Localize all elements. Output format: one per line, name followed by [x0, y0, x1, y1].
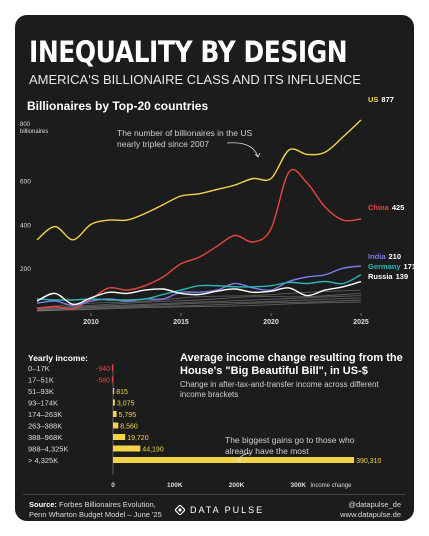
page-subtitle: AMERICA'S BILLIONAIRE CLASS AND ITS INFL… — [29, 72, 361, 87]
bar-category-label: 51–93K — [28, 387, 54, 396]
bar-chart-title: Average income change resulting from the… — [180, 352, 403, 377]
series-line-other — [36, 299, 362, 312]
series-label-india: India 210 — [368, 252, 401, 261]
series-line-other — [36, 289, 362, 309]
series-label-germany: Germany 171 — [368, 262, 414, 271]
series-label-china: China 425 — [368, 203, 404, 212]
income-bar — [111, 365, 113, 371]
annotation-arrow — [226, 142, 259, 158]
series-line-other — [36, 295, 362, 311]
bar-value-label: 5,795 — [119, 412, 137, 419]
infographic-card: INEQUALITY BY DESIGN AMERICA'S BILLIONAI… — [15, 15, 414, 521]
page-title: INEQUALITY BY DESIGN — [29, 35, 348, 69]
line-x-tick-label: 2020 — [263, 319, 279, 326]
footer-contact: @datapulse_de www.datapulse.de — [340, 500, 401, 520]
income-bar — [113, 457, 355, 463]
bar-category-label: 174–263K — [28, 410, 62, 419]
bar-category-label: > 4,325K — [28, 456, 58, 465]
bar-category-label: 988–4,325K — [28, 445, 68, 454]
line-chart-y-unit: 800 billionaires — [20, 122, 48, 136]
bar-value-label: 3,075 — [117, 401, 135, 408]
series-line-other — [36, 297, 362, 311]
social-handle[interactable]: @datapulse_de — [348, 500, 401, 509]
series-line-us — [36, 119, 362, 241]
pulse-icon — [175, 505, 185, 515]
us-growth-annotation: The number of billionaires in the US nea… — [117, 128, 253, 149]
bar-category-label: 93–174K — [28, 399, 58, 408]
income-bar — [113, 411, 117, 417]
bar-value-label: -580 — [96, 378, 110, 385]
income-bar — [113, 388, 115, 394]
bar-x-tick-label: 200K — [229, 482, 245, 489]
line-chart-title: Billionaires by Top-20 countries — [27, 99, 209, 113]
bar-annotation-arrow — [238, 452, 251, 462]
line-x-tick-label: 2015 — [173, 319, 189, 326]
series-line-russia — [36, 280, 362, 306]
line-x-tick-label: 2025 — [353, 319, 369, 326]
series-line-other — [36, 301, 362, 312]
series-line-india — [36, 265, 362, 307]
series-end-value-russia: 139 — [396, 272, 409, 281]
series-label-russia: Russia 139 — [368, 272, 408, 281]
bar-category-label: 0–17K — [28, 364, 50, 373]
series-label-us: US 877 — [368, 95, 394, 104]
source-label: Source: — [29, 500, 57, 509]
bar-value-label: 8,560 — [120, 424, 138, 431]
line-chart-y-top-tick: 800 — [20, 122, 31, 128]
source-line-1: Forbes Billionaires Evolution, — [59, 500, 156, 509]
bar-value-label: 815 — [116, 389, 128, 396]
bar-category-label: 17–51K — [28, 376, 54, 385]
bar-category-label: 388–968K — [28, 433, 62, 442]
line-y-tick-label: 600 — [20, 179, 31, 186]
bar-value-label: 390,310 — [356, 458, 381, 465]
series-end-value-india: 210 — [389, 252, 402, 261]
line-y-tick-label: 200 — [20, 266, 31, 273]
line-y-tick-label: 400 — [20, 222, 31, 229]
bar-value-label: -940 — [96, 366, 110, 373]
bar-value-label: 19,720 — [127, 435, 149, 442]
bar-xlabel: Income change — [310, 483, 352, 489]
bar-category-label: 263–388K — [28, 422, 62, 431]
series-end-value-us: 877 — [381, 95, 394, 104]
bar-x-tick-label: 300K — [291, 482, 307, 489]
annotation-arrow-head — [254, 152, 261, 158]
footer-divider — [23, 494, 406, 495]
bar-chart-subtitle: Change in after-tax-and-transfer income … — [180, 380, 379, 399]
bar-x-tick-label: 100K — [167, 482, 183, 489]
income-change-bar-chart: 0–17K -940 17–51K -580 51–93K 815 93–174K 3,075… — [28, 364, 382, 489]
income-bar — [113, 434, 126, 440]
series-line-other — [36, 292, 362, 310]
bar-x-tick-label: 0 — [111, 482, 115, 489]
brand-logo: DATA PULSE — [175, 505, 264, 515]
series-end-value-germany: 171 — [404, 262, 414, 271]
bar-annotation-arrow-head — [235, 457, 243, 463]
line-x-tick-label: 2010 — [83, 319, 99, 326]
bar-value-label: 44,190 — [142, 447, 164, 454]
website-link[interactable]: www.datapulse.de — [340, 510, 401, 519]
income-bar — [111, 376, 113, 383]
income-bar — [113, 422, 119, 429]
series-line-germany — [36, 273, 362, 301]
brand-name: DATA PULSE — [190, 505, 265, 515]
income-category-header: Yearly income: — [28, 353, 89, 363]
source-line-2: Penn Wharton Budget Model – June '25 — [29, 510, 162, 519]
series-end-value-china: 425 — [392, 203, 405, 212]
source-note: Source: Forbes Billionaires Evolution, P… — [29, 500, 162, 520]
income-bar — [113, 445, 141, 452]
line-chart-ylabel: billionaires — [20, 129, 49, 135]
bar-chart-annotation: The biggest gains go to those who alread… — [225, 435, 355, 456]
billionaires-line-chart: 200 400 600 2010 2015 2020 2025 US 877 China 425 In… — [20, 95, 414, 326]
income-bar — [113, 399, 115, 406]
